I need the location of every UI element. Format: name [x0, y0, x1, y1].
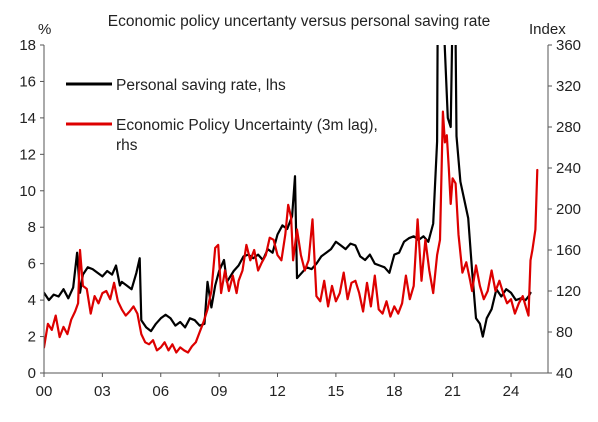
- x-tick-label: 03: [94, 383, 111, 400]
- left-tick-label: 8: [28, 219, 36, 236]
- chart-title: Economic policy uncertanty versus person…: [108, 13, 491, 30]
- left-tick-label: 18: [19, 37, 36, 54]
- x-tick-label: 09: [211, 383, 228, 400]
- x-axis-ticks: 00 03 06 09 12 15 18 21 24: [36, 373, 520, 400]
- x-tick-label: 24: [503, 383, 520, 400]
- right-tick-label: 120: [556, 283, 581, 300]
- left-tick-label: 0: [28, 365, 36, 382]
- x-tick-label: 15: [328, 383, 345, 400]
- right-tick-label: 200: [556, 201, 581, 218]
- series-layer: [44, 45, 539, 354]
- right-tick-label: 240: [556, 160, 581, 177]
- series-line-policy-uncertainty: [44, 110, 539, 354]
- left-tick-label: 12: [19, 146, 36, 163]
- right-tick-label: 360: [556, 37, 581, 54]
- x-tick-label: 06: [152, 383, 169, 400]
- left-tick-label: 16: [19, 73, 36, 90]
- right-tick-label: 160: [556, 242, 581, 259]
- left-tick-label: 4: [28, 292, 36, 309]
- legend: Personal saving rate, lhs Economic Polic…: [66, 77, 378, 154]
- legend-label-policy-uncertainty: Economic Policy Uncertainty (3m lag), rhs: [116, 117, 378, 154]
- right-axis-ticks: 40 80 120 160 200 240 280 320 360: [548, 37, 581, 382]
- left-axis-ticks: 0 2 4 6 8 10 12 14 16 18: [19, 37, 44, 382]
- left-tick-label: 10: [19, 183, 36, 200]
- left-tick-label: 14: [19, 110, 36, 127]
- left-tick-label: 6: [28, 256, 36, 273]
- series-line-saving-rate: [44, 45, 532, 338]
- left-axis-unit: %: [38, 21, 51, 38]
- right-axis-unit: Index: [529, 21, 566, 38]
- legend-label-saving-rate: Personal saving rate, lhs: [116, 77, 286, 94]
- x-tick-label: 00: [36, 383, 53, 400]
- plot-area: [44, 45, 539, 354]
- right-tick-label: 280: [556, 119, 581, 136]
- x-tick-label: 21: [444, 383, 461, 400]
- right-tick-label: 40: [556, 365, 573, 382]
- right-tick-label: 80: [556, 324, 573, 341]
- right-tick-label: 320: [556, 78, 581, 95]
- left-tick-label: 2: [28, 329, 36, 346]
- x-tick-label: 12: [269, 383, 286, 400]
- x-tick-label: 18: [386, 383, 403, 400]
